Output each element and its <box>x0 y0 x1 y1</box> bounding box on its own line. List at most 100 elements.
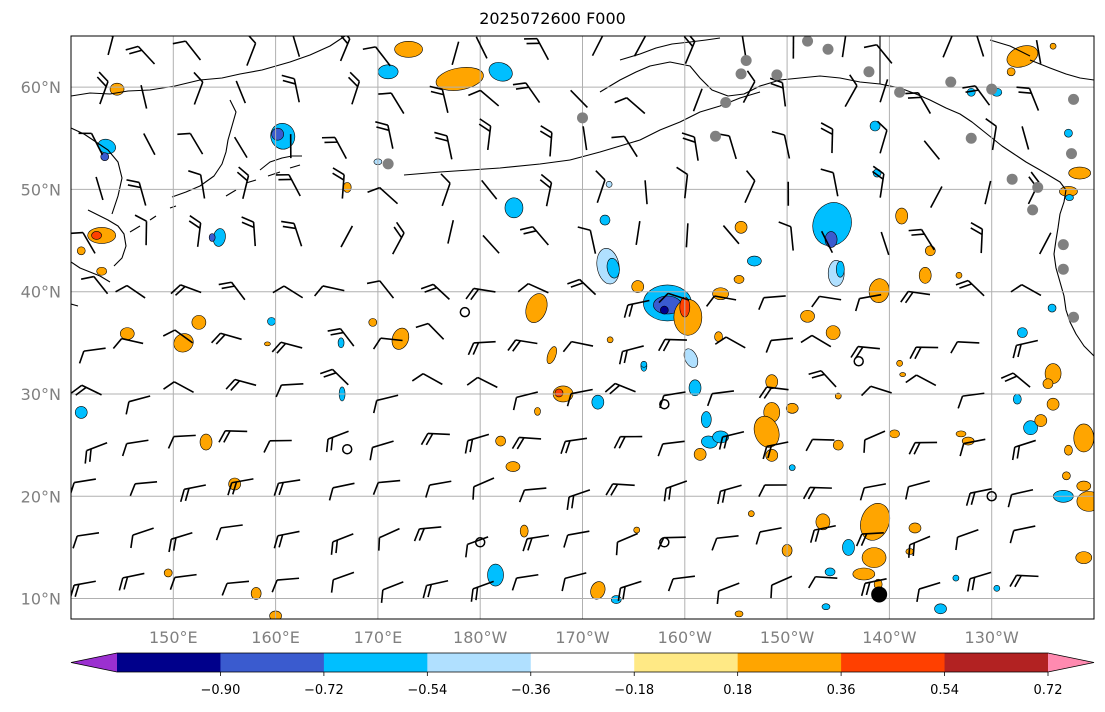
contour-patch <box>554 388 564 398</box>
colorbar-outline <box>70 652 1095 673</box>
wind-barb <box>959 438 986 457</box>
wind-barb <box>560 437 588 455</box>
wind-barb <box>524 37 550 61</box>
wind-barb <box>517 282 549 294</box>
wind-barb <box>440 173 451 207</box>
wind-barb <box>447 220 455 244</box>
wind-barb <box>143 133 156 156</box>
contour-patch <box>377 64 399 80</box>
contour-patch <box>925 245 936 257</box>
wind-barb <box>188 215 202 247</box>
gray-station-dot <box>720 96 732 108</box>
contour-patch <box>993 585 1001 592</box>
map-title: 2025072600 F000 <box>479 9 626 28</box>
wind-barb <box>657 440 685 457</box>
wind-barb <box>465 287 496 301</box>
wind-barb <box>855 531 884 547</box>
wind-barb <box>225 378 257 391</box>
coastline-segment <box>599 61 881 97</box>
wind-barb <box>313 285 345 297</box>
wind-barb <box>112 337 144 350</box>
contour-patch <box>842 539 855 556</box>
colorbar-tick-label: −0.54 <box>407 683 447 698</box>
lat-label: 20°N <box>21 487 61 506</box>
wind-barb <box>168 531 193 553</box>
colorbar-segment <box>634 653 739 672</box>
colorbar-tick-label: −0.18 <box>614 683 654 698</box>
wind-barb <box>820 168 839 197</box>
wind-barb <box>118 572 145 591</box>
wind-barb <box>692 88 703 112</box>
contour-patch <box>119 327 135 340</box>
wind-barb <box>375 121 394 149</box>
gray-station-dot <box>1006 173 1018 185</box>
wind-barb <box>512 391 539 411</box>
contour-patch <box>861 547 887 568</box>
calm-circle <box>459 306 471 318</box>
wind-barb <box>330 533 354 555</box>
contour-patch <box>1076 480 1092 492</box>
wind-barb <box>965 488 992 506</box>
wind-barb <box>115 284 146 299</box>
wind-barb <box>466 376 498 389</box>
wind-barb <box>129 481 158 497</box>
contour-patch <box>488 62 513 82</box>
wind-barb <box>566 489 591 511</box>
colorbar-segment <box>737 653 842 672</box>
contour-patch <box>605 181 613 188</box>
coastline-segment <box>619 37 721 61</box>
large-station-dot <box>871 586 888 603</box>
wind-barb <box>478 118 492 151</box>
wind-barb <box>84 441 108 464</box>
wind-barb <box>908 441 938 455</box>
wind-barb <box>1021 126 1030 150</box>
wind-barb <box>413 526 442 542</box>
wind-barb <box>170 284 202 296</box>
colorbar-tick-label: 0.72 <box>1034 683 1063 698</box>
wind-barb <box>72 531 100 549</box>
wind-barb <box>714 336 746 349</box>
wind-barb <box>676 166 689 199</box>
contour-patch <box>753 415 780 448</box>
wind-barb <box>221 580 250 596</box>
coastline-segment <box>149 215 157 221</box>
contour-patch <box>1023 420 1038 436</box>
wind-barb <box>805 438 835 452</box>
wind-barb <box>863 43 893 64</box>
contour-patch <box>908 522 922 534</box>
wind-barb <box>657 338 687 352</box>
wind-barb <box>468 89 500 107</box>
wind-barb <box>271 341 303 354</box>
coastline-segment <box>71 261 111 283</box>
coastline-segment <box>225 189 237 197</box>
wind-barb <box>422 579 449 599</box>
wind-barb <box>614 97 646 115</box>
wind-barb <box>233 136 248 159</box>
contour-patch <box>1062 471 1071 481</box>
contour-patch <box>815 513 831 531</box>
wind-barb <box>567 278 597 296</box>
coastline-segment <box>1053 189 1094 357</box>
contour-patch <box>1017 327 1028 338</box>
contour-patch <box>1064 444 1073 456</box>
wind-barb <box>950 341 980 354</box>
wind-barb <box>808 369 837 388</box>
gray-station-dot <box>965 132 977 144</box>
wind-barb <box>962 85 991 106</box>
wind-barb <box>518 487 547 503</box>
wind-barb <box>411 372 443 386</box>
coastline-segment <box>879 83 1067 191</box>
contour-patch <box>747 510 755 517</box>
wind-barb <box>451 41 460 66</box>
wind-barb <box>929 186 943 209</box>
wind-barb <box>618 345 644 365</box>
contour-patch <box>96 266 107 276</box>
wind-barb <box>854 293 882 312</box>
contour-patch <box>765 374 779 390</box>
contour-patch <box>1042 378 1054 390</box>
wind-barb <box>615 532 639 556</box>
gray-station-dot <box>1065 148 1077 160</box>
wind-barb <box>966 571 992 592</box>
colorbar-segment <box>841 653 946 672</box>
coastline-segment <box>71 303 79 307</box>
